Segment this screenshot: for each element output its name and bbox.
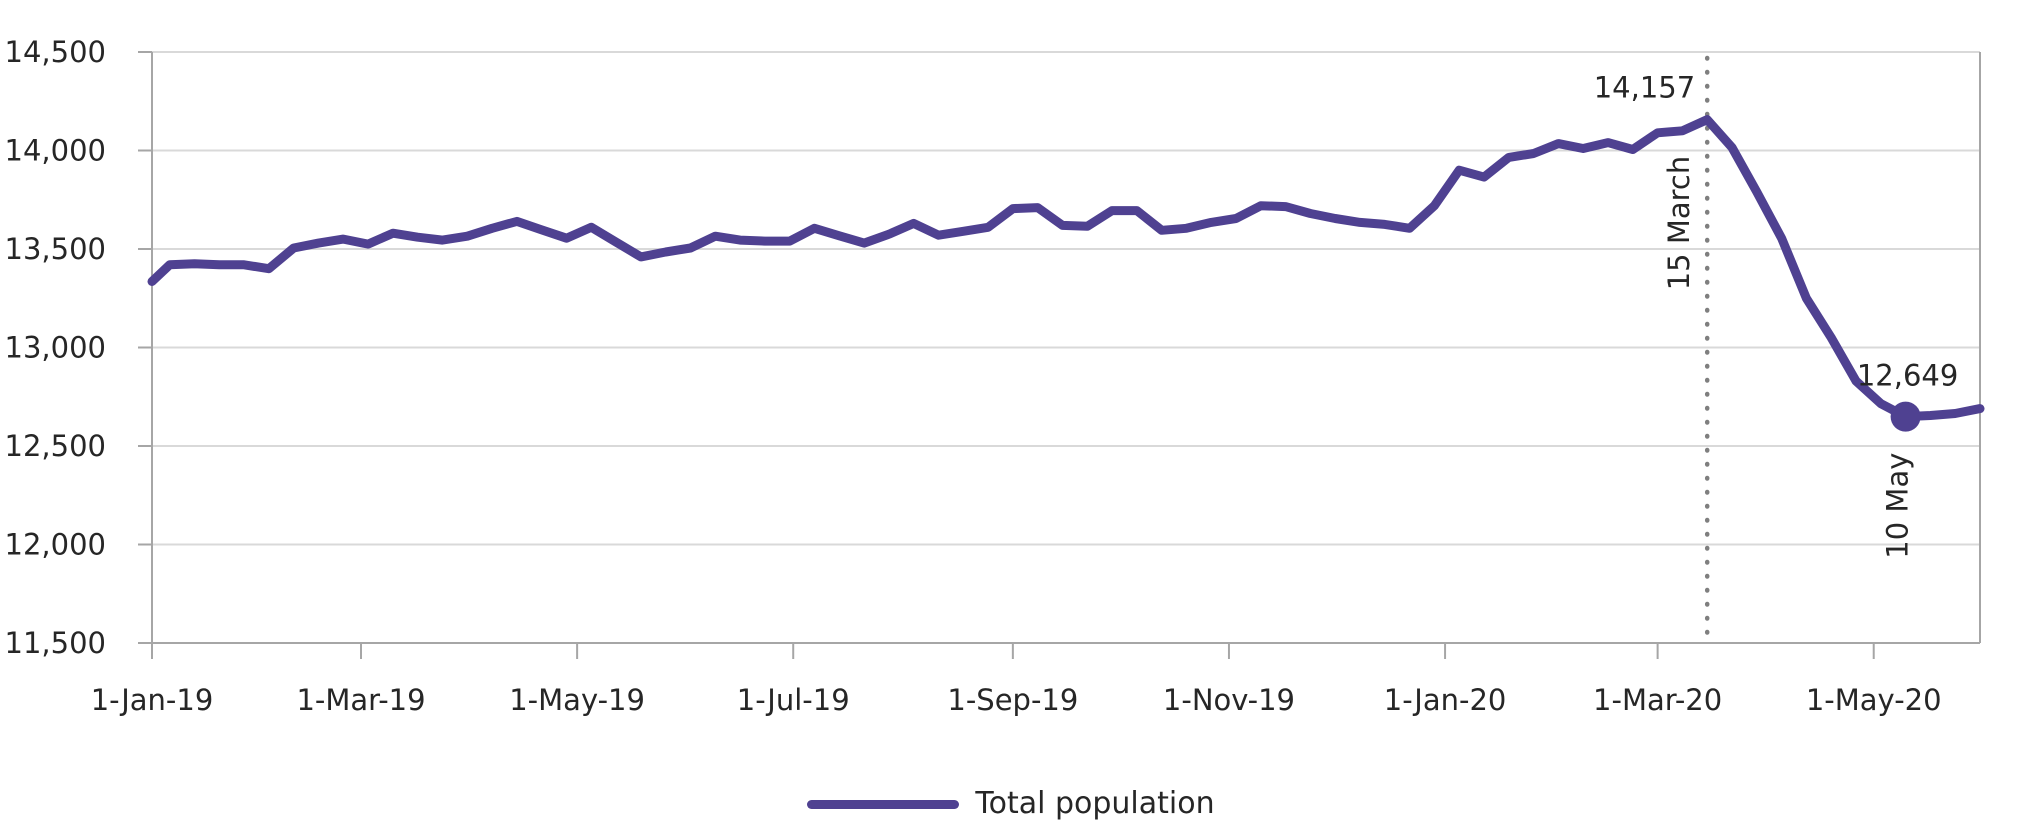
legend: Total population: [0, 782, 2022, 826]
x-axis-label: 1-May-19: [509, 683, 645, 717]
x-axis-label: 1-Mar-20: [1593, 683, 1722, 717]
y-axis-label: 13,500: [5, 232, 106, 266]
min-date-annotation: 10 May: [1881, 453, 1915, 559]
x-axis-label: 1-Mar-19: [296, 683, 425, 717]
total-population-line: [147, 115, 1985, 422]
min-value-annotation: 12,649: [1857, 359, 1958, 393]
y-axis-label: 12,000: [5, 528, 106, 562]
y-axis-label: 12,500: [5, 429, 106, 463]
y-axis-label: 13,000: [5, 331, 106, 365]
y-axis-label: 11,500: [5, 626, 106, 660]
legend-label: Total population: [975, 786, 1215, 821]
x-axis-label: 1-Jan-20: [1384, 683, 1507, 717]
vline-date-annotation: 15 March: [1662, 156, 1696, 291]
x-axis-label: 1-Jul-19: [737, 683, 850, 717]
x-axis-label: 1-May-20: [1806, 683, 1942, 717]
y-axis-label: 14,500: [5, 35, 106, 69]
x-axis-label: 1-Sep-19: [947, 683, 1078, 717]
legend-line-swatch: [807, 799, 960, 809]
x-axis-label: 1-Nov-19: [1163, 683, 1295, 717]
y-axis-label: 14,000: [5, 134, 106, 168]
peak-value-annotation: 14,157: [1594, 71, 1695, 105]
min-point-marker: [1890, 401, 1921, 432]
x-axis-label: 1-Jan-19: [91, 683, 214, 717]
